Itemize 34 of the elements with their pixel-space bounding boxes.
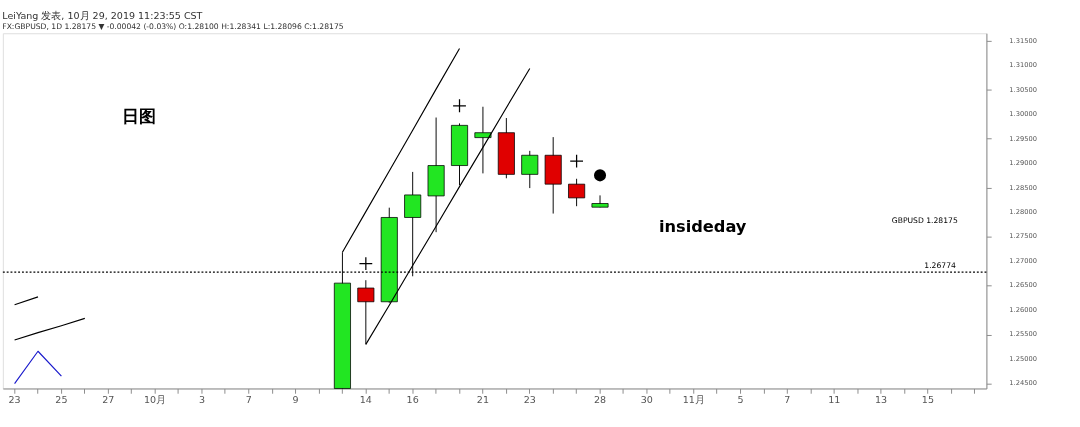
- chart-title: LeiYang 发表, 10月 29, 2019 11:23:55 CST: [2, 9, 203, 21]
- x-tick-label: 25: [55, 394, 68, 406]
- annotation: 日图: [122, 106, 157, 127]
- x-tick-label: 16: [406, 394, 419, 406]
- ref-line-label: 1.26774: [924, 261, 956, 271]
- x-tick-label: 27: [102, 394, 115, 406]
- point: [452, 98, 467, 113]
- annotation: insideday: [658, 216, 747, 236]
- x-tick-label: 15: [921, 394, 934, 406]
- chart-subtitle: FX:GBPUSD, 1D 1.28175 ▼ -0.00042 (-0.03%) O:1.28100 H:1.28341 L:1.28096 C:1.28175: [2, 22, 344, 32]
- x-tick-label: 28: [593, 394, 607, 406]
- point: [569, 154, 584, 169]
- x-tick-label: 23: [8, 394, 21, 406]
- x-tick-label: 7: [784, 394, 791, 406]
- line-series: [13, 317, 86, 341]
- x-tick-label: 21: [476, 394, 489, 406]
- candlestick: [568, 178, 586, 207]
- x-tick-label: 7: [245, 394, 252, 406]
- point: [593, 169, 607, 182]
- x-tick-label: 30: [640, 394, 653, 406]
- point: [358, 256, 373, 271]
- x-tick-label: 13: [874, 394, 888, 406]
- x-tick-label: 11月: [682, 394, 705, 406]
- candlestick: [591, 194, 609, 208]
- x-tick-label: 23: [523, 394, 536, 406]
- candlestick: [521, 150, 539, 189]
- annotation: GBPUSD 1.28175: [891, 216, 958, 226]
- x-tick-label: 3: [198, 394, 205, 406]
- x-tick-label: 5: [737, 394, 744, 406]
- x-tick-label: 14: [359, 394, 372, 406]
- x-tick-label: 10月: [144, 394, 167, 406]
- x-tick-label: 9: [292, 394, 299, 406]
- x-tick-label: 11: [828, 394, 841, 406]
- candlestick: [474, 106, 492, 174]
